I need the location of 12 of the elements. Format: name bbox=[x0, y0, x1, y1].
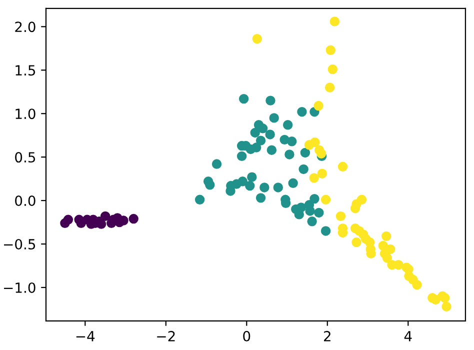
y-tick-label: −1.0 bbox=[4, 282, 36, 293]
x-tick-label: 2 bbox=[324, 330, 330, 342]
y-tick-label: 1.5 bbox=[16, 65, 36, 76]
x-tick-label: 4 bbox=[404, 331, 412, 342]
y-tick-label: 2.0 bbox=[15, 22, 36, 32]
y-tick-label: −0.5 bbox=[4, 238, 36, 250]
x-tick-label: 0 bbox=[243, 330, 250, 342]
y-tick-label: 0.5 bbox=[15, 152, 36, 163]
x-tick-label: −4 bbox=[76, 331, 95, 342]
x-tick-label: −2 bbox=[157, 330, 175, 342]
y-tick-label: 0.0 bbox=[15, 196, 36, 206]
y-tick-label: 1.0 bbox=[16, 108, 36, 120]
